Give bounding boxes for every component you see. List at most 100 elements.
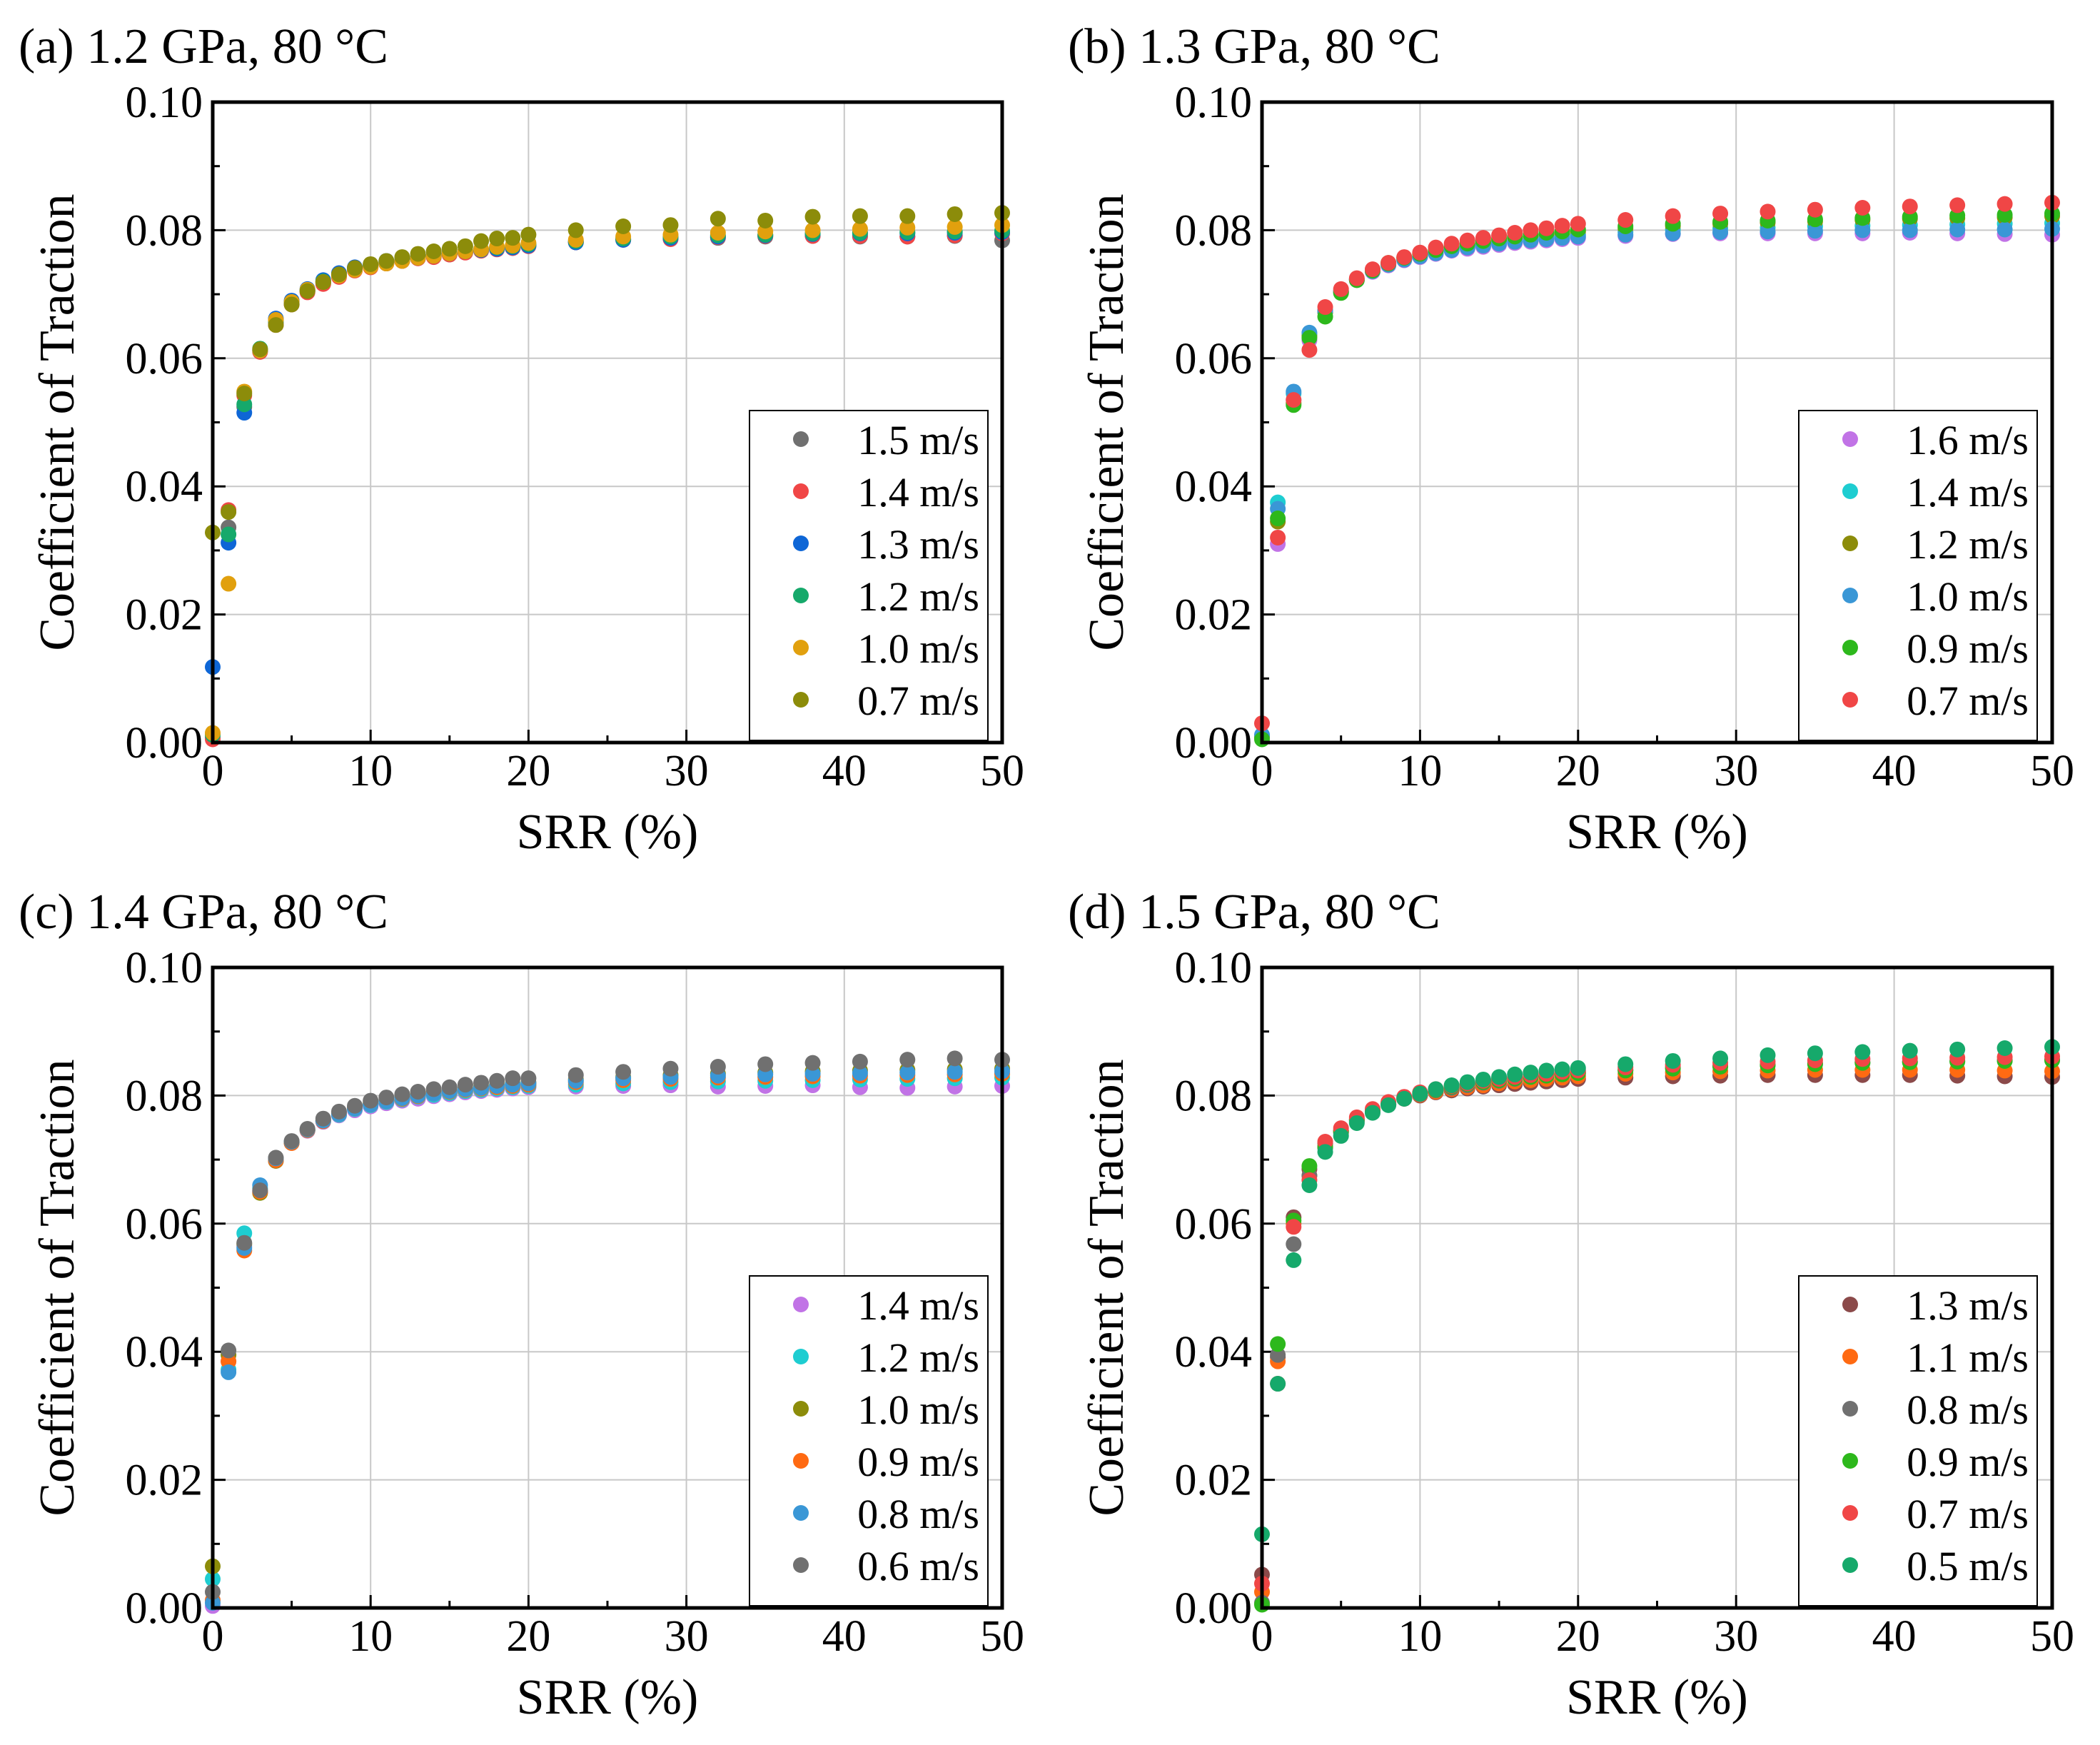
- legend-marker: [1842, 1453, 1858, 1469]
- data-point: [1459, 232, 1475, 248]
- data-point: [1807, 1045, 1823, 1062]
- data-point: [425, 1081, 442, 1097]
- data-point: [946, 1064, 963, 1080]
- data-point: [1270, 1347, 1286, 1363]
- legend: 1.5 m/s 1.4 m/s 1.3 m/s 1.2 m/s 1.0 m/s 0.7 m…: [749, 410, 989, 741]
- data-point: [1854, 222, 1871, 238]
- y-tick-label: 0.06: [126, 335, 203, 383]
- data-point: [1949, 1041, 1966, 1057]
- data-point: [221, 575, 237, 592]
- data-point: [457, 238, 473, 254]
- data-point: [1507, 1066, 1523, 1082]
- data-point: [852, 1065, 868, 1082]
- data-point: [1380, 1097, 1397, 1113]
- data-point: [1712, 206, 1729, 222]
- x-tick-label: 10: [348, 747, 393, 795]
- data-point: [1348, 1115, 1365, 1131]
- y-tick-label: 0.04: [1175, 1328, 1253, 1377]
- x-tick-label: 50: [2030, 747, 2074, 795]
- data-point: [1317, 1144, 1333, 1160]
- legend-marker: [793, 1401, 809, 1417]
- data-point: [662, 1060, 679, 1077]
- plot-frame: [1260, 100, 2054, 745]
- legend-label: 0.6 m/s: [857, 1543, 979, 1589]
- data-point: [1301, 1177, 1318, 1193]
- panel-title: (c) 1.4 GPa, 80 °C: [19, 885, 388, 940]
- data-point: [394, 249, 410, 266]
- data-point: [221, 1342, 237, 1359]
- data-point: [1348, 270, 1365, 286]
- data-point: [1996, 221, 2013, 238]
- data-point: [441, 1079, 458, 1095]
- data-point: [505, 230, 521, 246]
- x-axis-label: SRR (%): [517, 1670, 699, 1725]
- legend-marker: [1842, 588, 1858, 603]
- plot-frame: [1260, 965, 2054, 1610]
- data-point: [1301, 342, 1318, 358]
- data-point: [457, 1077, 473, 1093]
- x-tick-label: 20: [506, 1612, 550, 1661]
- data-point: [1807, 201, 1823, 218]
- y-tick-label: 0.08: [126, 206, 203, 255]
- data-point: [1902, 1042, 1918, 1059]
- legend-marker: [1842, 1349, 1858, 1364]
- legend-marker: [793, 1557, 809, 1573]
- legend-label: 1.2 m/s: [1907, 521, 2029, 568]
- data-point: [1570, 1060, 1586, 1076]
- data-point: [1459, 1074, 1475, 1090]
- data-point: [347, 1097, 363, 1114]
- data-point: [1428, 239, 1444, 256]
- data-point: [1507, 224, 1523, 241]
- x-tick-label: 40: [1872, 1612, 1917, 1661]
- data-point: [1364, 261, 1380, 278]
- x-tick-label: 40: [822, 747, 867, 795]
- data-point: [1286, 1236, 1302, 1252]
- data-point: [378, 253, 395, 269]
- x-tick-label: 0: [202, 747, 224, 795]
- data-point: [1380, 255, 1397, 271]
- data-point: [1428, 1081, 1444, 1097]
- data-point: [425, 243, 442, 260]
- data-point: [1570, 216, 1586, 232]
- x-tick-label: 20: [1556, 747, 1600, 795]
- y-tick-label: 0.10: [126, 944, 203, 992]
- data-point: [268, 1150, 284, 1166]
- x-tick-label: 10: [1398, 1612, 1442, 1661]
- data-point: [299, 283, 315, 299]
- data-point: [1665, 1052, 1681, 1069]
- data-point: [1760, 203, 1776, 220]
- data-point: [394, 1086, 410, 1102]
- data-point: [710, 1059, 726, 1075]
- data-point: [1443, 236, 1460, 252]
- x-tick-label: 10: [348, 1612, 393, 1661]
- data-point: [1807, 223, 1823, 239]
- legend-marker: [793, 431, 809, 447]
- data-point: [1996, 196, 2013, 212]
- x-tick-label: 0: [202, 1612, 224, 1661]
- y-tick-label: 0.00: [1175, 719, 1253, 768]
- data-point: [283, 1133, 300, 1150]
- data-point: [236, 1234, 253, 1251]
- data-point: [899, 1065, 916, 1081]
- data-point: [1443, 1077, 1460, 1094]
- data-point: [710, 211, 726, 227]
- legend-marker: [793, 640, 809, 655]
- legend: 1.6 m/s 1.4 m/s 1.2 m/s 1.0 m/s 0.9 m/s 0.7 m…: [1798, 410, 2038, 741]
- y-tick-label: 0.06: [1175, 335, 1253, 383]
- x-axis-label: SRR (%): [1566, 805, 1748, 860]
- legend-marker: [1842, 640, 1858, 655]
- y-tick-label: 0.08: [1175, 206, 1253, 255]
- legend-marker: [793, 1349, 809, 1364]
- plot-frame: [211, 965, 1004, 1610]
- data-point: [1949, 221, 1966, 238]
- data-point: [299, 1121, 315, 1137]
- y-tick-label: 0.02: [126, 1457, 203, 1505]
- data-point: [1617, 1056, 1634, 1072]
- x-tick-label: 50: [2030, 1612, 2074, 1661]
- data-point: [757, 223, 774, 240]
- y-tick-label: 0.10: [1175, 944, 1253, 992]
- series-6: [1254, 1039, 2060, 1542]
- y-tick-label: 0.02: [1175, 1457, 1253, 1505]
- data-point: [1317, 299, 1333, 316]
- legend-label: 0.7 m/s: [1907, 678, 2029, 724]
